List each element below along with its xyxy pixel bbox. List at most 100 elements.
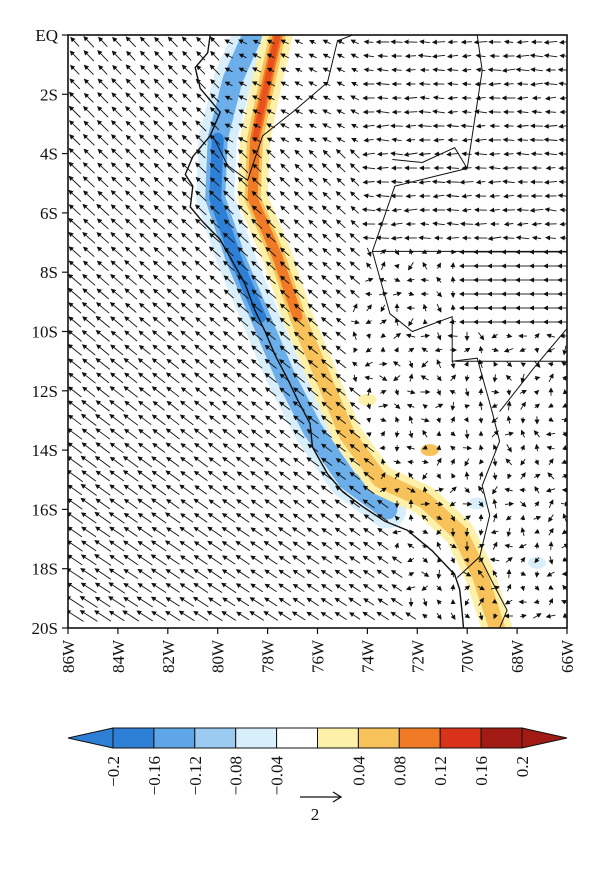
wind-vector: [436, 359, 442, 369]
wind-vector: [534, 542, 540, 549]
lat-tick-label: 18S: [32, 560, 58, 579]
wind-vector: [82, 176, 95, 188]
wind-vector: [209, 107, 220, 117]
wind-vector: [222, 372, 235, 383]
wind-vector: [196, 50, 206, 61]
wind-vector: [279, 345, 291, 355]
wind-vector: [194, 344, 208, 356]
wind-vector: [165, 428, 180, 440]
wind-vector: [266, 163, 276, 173]
wind-vector: [167, 148, 179, 159]
wind-vector: [224, 81, 233, 87]
wind-vector: [362, 179, 375, 185]
wind-vector: [322, 261, 332, 270]
wind-vector: [181, 261, 193, 271]
wind-vector: [280, 67, 289, 73]
wind-vector: [390, 151, 403, 157]
lon-tick-label: 72W: [408, 639, 427, 673]
colorbar-low-extend: [67, 727, 114, 749]
wind-vector: [181, 36, 192, 48]
wind-vector: [362, 151, 375, 157]
wind-vector: [436, 444, 442, 451]
wind-vector: [182, 93, 192, 103]
wind-vector: [391, 207, 402, 213]
wind-vector: [278, 414, 292, 425]
wind-vector: [515, 151, 530, 157]
wind-vector: [519, 347, 526, 352]
wind-vector: [208, 246, 221, 258]
wind-vector: [464, 388, 470, 397]
wind-vector: [558, 179, 567, 185]
wind-vector: [168, 50, 178, 61]
wind-vector: [196, 36, 206, 47]
wind-vector: [166, 316, 179, 327]
wind-vector: [194, 204, 207, 216]
wind-vector: [403, 207, 418, 213]
wind-vector: [350, 53, 359, 59]
wind-vector: [408, 430, 414, 439]
wind-vector: [487, 179, 502, 185]
wind-vector: [252, 39, 261, 45]
wind-vector: [293, 191, 304, 201]
lon-tick-label: 78W: [259, 639, 278, 673]
wind-vector: [353, 347, 358, 354]
wind-vector: [125, 134, 136, 145]
lon-tick-label: 74W: [358, 639, 377, 673]
wind-vector: [446, 67, 459, 73]
colorbar-swatch: [480, 727, 523, 749]
wind-vector: [167, 134, 179, 146]
wind-vector: [125, 176, 137, 188]
wind-vector: [294, 247, 304, 257]
wind-vector: [561, 417, 567, 423]
wind-vector: [81, 399, 97, 412]
wind-vector: [491, 417, 499, 424]
wind-vector: [153, 205, 165, 215]
wind-vector: [82, 260, 95, 272]
wind-vector: [208, 302, 221, 313]
wind-vector: [548, 402, 554, 408]
wind-vector: [238, 53, 247, 59]
wind-vector: [336, 247, 346, 257]
wind-vector: [450, 416, 455, 423]
wind-vector: [251, 289, 262, 299]
wind-vector: [322, 191, 332, 200]
wind-vector: [377, 95, 389, 101]
wind-vector: [139, 176, 151, 187]
wind-vector: [279, 247, 290, 257]
wind-vector: [251, 233, 262, 243]
wind-vector: [405, 193, 416, 199]
wind-vector: [534, 333, 540, 339]
wind-vector: [530, 81, 543, 87]
wind-vector: [545, 235, 556, 241]
wind-vector: [403, 109, 418, 115]
wind-vector: [294, 39, 303, 45]
wind-vector: [294, 149, 304, 159]
wind-vector: [280, 53, 290, 59]
wind-vector: [265, 303, 276, 313]
wind-vector: [503, 151, 514, 157]
wind-vector: [166, 344, 179, 355]
wind-vector: [543, 123, 558, 129]
wind-vector: [95, 400, 110, 412]
wind-vector: [545, 431, 556, 437]
wind-vector: [394, 264, 400, 269]
wind-vector: [98, 64, 108, 75]
wind-vector: [436, 375, 442, 382]
wind-vector: [530, 67, 543, 73]
wind-vector: [279, 387, 291, 397]
wind-vector: [378, 291, 388, 297]
wind-vector: [69, 120, 81, 132]
wind-vector: [544, 151, 558, 157]
wind-vector: [405, 333, 416, 339]
wind-vector: [321, 401, 333, 411]
wind-vector: [406, 403, 415, 409]
wind-vector: [266, 53, 275, 59]
wind-vector: [544, 109, 557, 115]
wind-vector: [180, 330, 194, 342]
wind-vector: [280, 123, 290, 129]
wind-vector: [110, 260, 123, 272]
wind-vector: [543, 53, 558, 59]
wind-vector: [390, 221, 403, 227]
wind-vector: [250, 316, 263, 328]
wind-vector: [95, 315, 110, 328]
